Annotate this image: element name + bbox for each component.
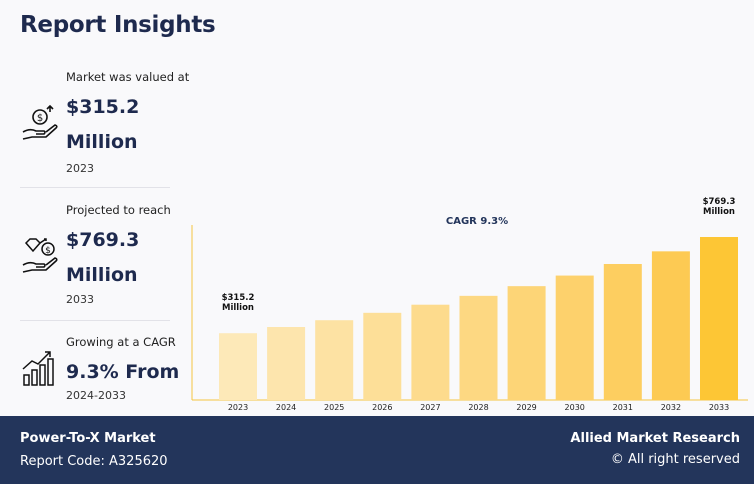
x-tick-label: 2032 <box>661 403 681 412</box>
money-hand-icon: $ <box>20 104 60 144</box>
bar-2027 <box>411 304 450 400</box>
bar-2029 <box>507 286 546 400</box>
growth-chart-icon <box>20 349 60 389</box>
bar-chart: 2023 2024 2025 2026 2027 2028 2029 2030 2031 2032… <box>191 197 748 412</box>
stat-value: 9.3% From <box>66 355 179 390</box>
divider <box>20 320 170 321</box>
x-tick-label: 2025 <box>324 403 344 412</box>
copyright-text: © All right reserved <box>610 452 740 467</box>
stat-value: $315.2 Million <box>66 90 139 160</box>
stat-value-line1: $315.2 <box>66 96 140 118</box>
data-label-first: $315.2 <box>222 293 255 303</box>
stat-label: Projected to reach <box>66 203 171 217</box>
bar-2033 <box>700 237 738 400</box>
footer: Power-To-X Market Report Code: A325620 A… <box>0 416 754 484</box>
x-tick-label: 2023 <box>228 403 248 412</box>
stat-year: 2023 <box>66 162 94 175</box>
bar-2025 <box>315 320 354 400</box>
report-code: Report Code: A325620 <box>20 454 168 469</box>
bar-2031 <box>603 263 642 400</box>
bar-2032 <box>651 251 690 400</box>
divider <box>20 187 170 188</box>
x-tick-label: 2033 <box>709 403 729 412</box>
diamond-hand-icon: $ <box>20 237 60 277</box>
x-tick-label: 2029 <box>516 403 536 412</box>
x-tick-label: 2028 <box>468 403 488 412</box>
stat-value-line1: 9.3% From <box>66 361 180 383</box>
stat-value: $769.3 Million <box>66 223 139 293</box>
stat-cagr: Growing at a CAGR 9.3% From 2024-2033 <box>20 335 179 407</box>
x-tick-label: 2027 <box>420 403 440 412</box>
x-tick-label: 2031 <box>613 403 633 412</box>
bar-2030 <box>555 275 594 400</box>
market-name: Power-To-X Market <box>20 431 156 446</box>
x-tick-label: 2030 <box>565 403 585 412</box>
x-tick-label: 2026 <box>372 403 392 412</box>
stat-label: Market was valued at <box>66 70 190 84</box>
bar-2026 <box>363 312 402 400</box>
data-label-last: $769.3 <box>703 197 736 207</box>
page-title: Report Insights <box>20 12 216 38</box>
bar-2023 <box>219 333 257 400</box>
bar-2024 <box>267 327 306 400</box>
stat-projected-value: Projected to reach $ $769.3 Million 2033 <box>20 203 171 313</box>
stat-label: Growing at a CAGR <box>66 335 176 349</box>
stat-year: 2033 <box>66 293 94 306</box>
bar-2028 <box>459 295 498 400</box>
stat-value-line2: Million <box>66 131 138 153</box>
data-label-first: Million <box>222 303 254 313</box>
report-insights-card: Report Insights Market was valued at $ $… <box>20 12 748 412</box>
data-label-last: Million <box>703 207 735 217</box>
svg-text:$: $ <box>37 113 43 124</box>
publisher-name: Allied Market Research <box>570 431 740 446</box>
cagr-annotation: CAGR 9.3% <box>446 216 508 227</box>
stat-value-line1: $769.3 <box>66 229 140 251</box>
stat-value-line2: Million <box>66 264 138 286</box>
x-tick-label: 2024 <box>276 403 296 412</box>
stat-year: 2024-2033 <box>66 389 126 402</box>
stat-market-value: Market was valued at $ $315.2 Million 20… <box>20 70 189 180</box>
svg-text:$: $ <box>45 246 51 256</box>
